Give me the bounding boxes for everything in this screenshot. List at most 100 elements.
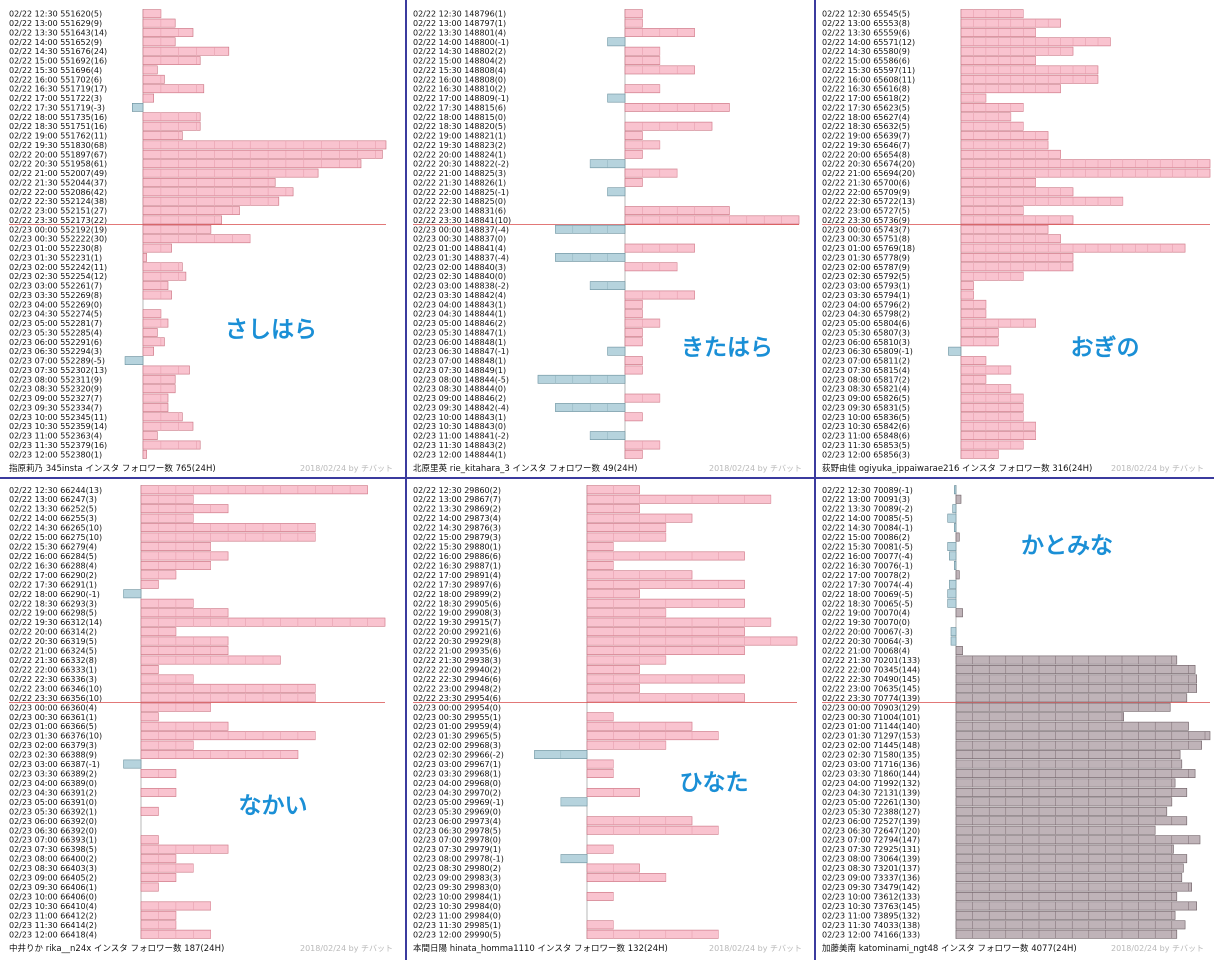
bar <box>123 589 142 599</box>
tick-label: 02/22 13:00 70091(3) <box>822 495 910 504</box>
tick-label: 02/23 06:00 552291(6) <box>9 338 102 347</box>
tick-label: 02/23 01:00 148841(4) <box>413 244 506 253</box>
bar <box>140 608 229 618</box>
bar <box>955 929 1178 939</box>
bar <box>960 253 1074 262</box>
tick-label: 02/23 09:30 552334(7) <box>9 403 102 412</box>
bar <box>955 901 1197 911</box>
tick-label: 02/23 04:30 66391(2) <box>9 788 97 797</box>
panel-title: かとみな <box>1021 533 1113 559</box>
bar <box>142 56 201 65</box>
bar <box>142 337 165 347</box>
bar <box>140 551 229 561</box>
bar <box>624 412 643 422</box>
tick-label: 02/22 23:30 70774(139) <box>822 694 920 703</box>
chart-panel: 02/22 12:30 70089(-1)02/22 13:00 70091(3… <box>822 485 1211 954</box>
bar <box>142 328 158 337</box>
footer-info: 中井りか rika__n24x インスタ フォロワー数 187(24H) <box>9 943 224 954</box>
bar <box>960 271 1024 281</box>
bar <box>953 485 957 495</box>
footer-info: 本間日陽 hinata_homma1110 インスタ フォロワー数 132(24… <box>413 943 668 954</box>
bar <box>955 797 1173 807</box>
tick-label: 02/22 14:00 148800(-1) <box>413 38 509 47</box>
tick-label: 02/22 14:30 70084(-1) <box>822 524 913 533</box>
tick-label: 02/23 11:30 148843(2) <box>413 441 506 450</box>
tick-label: 02/23 02:00 71445(148) <box>822 741 920 750</box>
tick-label: 02/22 23:30 65736(9) <box>822 216 910 225</box>
tick-label: 02/23 10:00 29984(1) <box>413 893 501 902</box>
chart-panel: 02/22 12:30 551620(5)02/22 13:00 551629(… <box>9 9 393 474</box>
bar <box>142 93 154 103</box>
tick-label: 02/23 03:00 552261(7) <box>9 282 102 291</box>
tick-label: 02/23 05:30 72388(127) <box>822 807 920 816</box>
tick-label: 02/22 14:30 148802(2) <box>413 47 506 56</box>
tick-label: 02/23 07:00 65811(2) <box>822 357 910 366</box>
bar <box>140 636 229 646</box>
bar <box>586 873 667 883</box>
tick-label: 02/23 11:00 66412(2) <box>9 911 97 920</box>
tick-label: 02/22 16:00 29886(6) <box>413 552 501 561</box>
bar <box>624 365 643 375</box>
bar <box>140 674 194 684</box>
tick-label: 02/22 13:30 65559(6) <box>822 28 910 37</box>
tick-label: 02/23 04:30 65798(2) <box>822 310 910 319</box>
tick-label: 02/22 22:00 29940(2) <box>413 666 501 675</box>
tick-label: 02/23 06:30 29978(5) <box>413 826 501 835</box>
tick-label: 02/22 23:30 66356(10) <box>9 694 102 703</box>
tick-label: 02/22 23:00 29948(2) <box>413 684 501 693</box>
bar <box>960 281 974 290</box>
tick-label: 02/22 18:30 29905(6) <box>413 599 501 608</box>
bar <box>960 393 1024 403</box>
tick-label: 02/23 09:30 65831(5) <box>822 403 910 412</box>
tick-label: 02/23 06:00 72527(139) <box>822 817 920 826</box>
tick-label: 02/22 12:30 551620(5) <box>9 10 102 19</box>
tick-label: 02/23 01:00 66366(5) <box>9 722 97 731</box>
bar <box>586 731 719 741</box>
tick-label: 02/23 06:30 552294(3) <box>9 347 102 356</box>
bar <box>140 513 194 523</box>
bar <box>142 46 230 56</box>
tick-label: 02/22 23:00 552151(27) <box>9 207 107 216</box>
tick-label: 02/23 05:00 29969(-1) <box>413 798 504 807</box>
bar <box>960 9 1024 19</box>
bar <box>955 570 960 580</box>
tick-label: 02/23 00:00 148837(-4) <box>413 225 509 234</box>
bar <box>140 844 229 854</box>
tick-label: 02/23 06:00 29973(4) <box>413 817 501 826</box>
bar <box>624 168 678 178</box>
footer-date: 2018/02/24 by チバット <box>709 944 802 953</box>
bar <box>142 84 205 94</box>
tick-label: 02/23 08:00 65817(2) <box>822 375 910 384</box>
tick-label: 02/23 11:00 29984(0) <box>413 911 501 920</box>
tick-label: 02/23 08:00 66400(2) <box>9 855 97 864</box>
tick-label: 02/23 12:00 29990(5) <box>413 930 501 939</box>
tick-label: 02/23 08:00 552311(9) <box>9 375 102 384</box>
tick-label: 02/22 19:30 70070(0) <box>822 618 910 627</box>
bar <box>960 187 1074 197</box>
tick-label: 02/23 11:30 66414(2) <box>9 921 97 930</box>
bar <box>607 346 626 356</box>
tick-label: 02/23 05:00 66391(0) <box>9 798 97 807</box>
tick-label: 02/23 08:30 148844(0) <box>413 385 506 394</box>
bar <box>955 494 962 504</box>
tick-label: 02/23 08:00 29978(-1) <box>413 855 504 864</box>
bar <box>142 431 158 440</box>
bar <box>955 769 1196 779</box>
tick-label: 02/23 04:00 552269(0) <box>9 300 102 309</box>
footer-date: 2018/02/24 by チバット <box>300 464 393 473</box>
tick-label: 02/23 07:00 552289(-5) <box>9 357 105 366</box>
tick-label: 02/23 03:00 148838(-2) <box>413 282 509 291</box>
tick-label: 02/23 01:30 66376(10) <box>9 732 102 741</box>
bar <box>955 532 960 542</box>
tick-label: 02/22 13:00 29867(7) <box>413 495 501 504</box>
panel-title: さしはら <box>225 317 317 343</box>
tick-label: 02/23 07:30 72925(131) <box>822 845 920 854</box>
tick-label: 02/23 06:30 65809(-1) <box>822 347 913 356</box>
bar <box>624 449 643 459</box>
bar <box>142 159 362 169</box>
tick-label: 02/23 10:30 65842(6) <box>822 422 910 431</box>
bar <box>142 112 201 122</box>
bar <box>142 215 222 225</box>
bar <box>955 835 1201 845</box>
tick-label: 02/23 10:00 73612(133) <box>822 893 920 902</box>
